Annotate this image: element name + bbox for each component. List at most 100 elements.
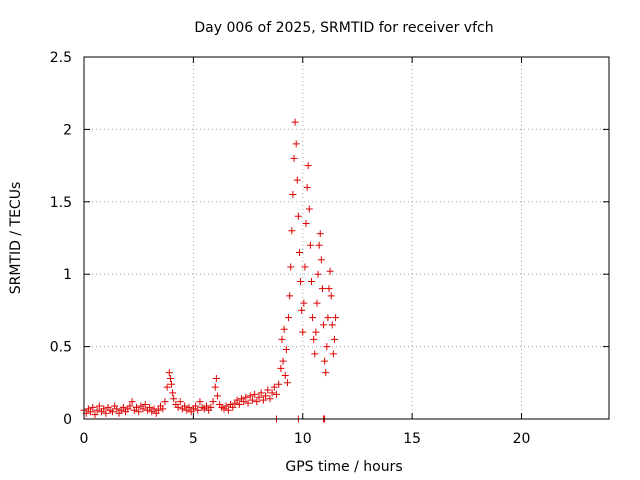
data-point xyxy=(299,328,307,336)
data-point xyxy=(133,403,140,411)
data-point xyxy=(306,241,314,249)
data-point xyxy=(317,256,325,264)
y-tick-label: 0.5 xyxy=(50,340,72,356)
data-point xyxy=(246,392,254,400)
x-tick-label: 0 xyxy=(80,431,89,447)
data-point xyxy=(275,380,283,388)
data-point xyxy=(253,398,261,406)
data-point xyxy=(266,395,274,403)
data-point xyxy=(323,343,331,351)
data-point xyxy=(176,398,184,406)
data-point xyxy=(329,350,337,358)
data-point xyxy=(325,285,333,293)
data-point xyxy=(320,321,328,329)
data-point xyxy=(181,402,189,410)
data-point xyxy=(318,285,326,293)
y-tick-label: 2.5 xyxy=(50,50,72,66)
data-point xyxy=(163,383,171,391)
data-point xyxy=(294,212,302,220)
data-point xyxy=(89,403,97,411)
data-point xyxy=(235,401,243,409)
data-point xyxy=(273,390,280,398)
data-point xyxy=(139,405,147,413)
x-tick-label: 20 xyxy=(513,431,531,447)
data-point xyxy=(170,395,178,403)
data-point xyxy=(290,154,298,162)
data-point xyxy=(289,191,297,199)
data-point xyxy=(302,220,310,228)
data-point xyxy=(297,277,305,285)
data-point xyxy=(326,267,334,275)
y-tick-label: 1.5 xyxy=(50,195,72,211)
data-point xyxy=(316,230,324,238)
data-point xyxy=(185,403,193,411)
x-tick-labels: 0 5 10 15 20 xyxy=(80,431,531,447)
data-point xyxy=(295,248,303,256)
data-point xyxy=(303,183,311,191)
data-point xyxy=(91,411,99,419)
data-point xyxy=(286,292,294,300)
y-tick-label: 0 xyxy=(63,412,72,428)
data-point xyxy=(242,393,250,401)
data-point xyxy=(102,409,110,417)
data-point xyxy=(168,380,175,388)
axis-ticks xyxy=(83,56,609,420)
data-point xyxy=(315,241,323,249)
x-tick-label: 15 xyxy=(403,431,421,447)
data-point xyxy=(287,263,295,271)
data-point xyxy=(150,405,158,413)
data-point xyxy=(305,205,313,213)
data-point xyxy=(207,403,215,411)
data-point xyxy=(174,403,182,411)
data-point xyxy=(308,277,315,285)
data-point xyxy=(166,374,174,382)
y-tick-label: 2 xyxy=(63,122,72,138)
data-point xyxy=(192,402,200,410)
data-point xyxy=(257,389,265,397)
data-point xyxy=(126,402,134,410)
data-point xyxy=(93,406,101,414)
data-point xyxy=(196,398,204,406)
data-point xyxy=(233,396,241,404)
data-point xyxy=(87,408,95,416)
data-point xyxy=(100,405,108,413)
data-point xyxy=(300,299,308,307)
x-tick-label: 10 xyxy=(294,431,312,447)
data-point xyxy=(281,372,289,380)
data-point xyxy=(301,263,309,271)
data-point xyxy=(251,390,259,398)
data-point xyxy=(154,406,162,414)
chart-title: Day 006 of 2025, SRMTID for receiver vfc… xyxy=(194,20,493,36)
data-point xyxy=(311,350,319,358)
data-point xyxy=(262,392,270,400)
data-point xyxy=(244,399,252,407)
data-point xyxy=(240,398,248,406)
x-axis-label: GPS time / hours xyxy=(285,459,402,475)
data-point xyxy=(280,325,288,333)
data-point xyxy=(146,403,154,411)
data-point xyxy=(113,405,121,413)
data-point xyxy=(310,335,318,343)
data-point xyxy=(141,401,149,409)
data-point xyxy=(278,335,286,343)
data-point xyxy=(292,140,300,148)
data-point xyxy=(330,335,338,343)
data-point xyxy=(304,162,312,170)
data-point xyxy=(264,386,272,394)
y-axis-label: SRMTID / TECUs xyxy=(8,182,24,295)
data-point xyxy=(314,270,322,278)
data-point xyxy=(169,389,177,397)
data-point xyxy=(321,357,329,365)
data-point xyxy=(213,392,221,400)
data-point xyxy=(212,374,220,382)
data-point xyxy=(291,118,299,126)
grid-lines xyxy=(84,57,609,419)
data-point xyxy=(119,403,127,411)
data-point xyxy=(312,328,320,336)
data-point xyxy=(209,398,217,406)
data-point xyxy=(327,292,335,300)
data-point xyxy=(288,227,296,235)
data-point xyxy=(259,396,267,404)
data-point xyxy=(322,369,330,377)
